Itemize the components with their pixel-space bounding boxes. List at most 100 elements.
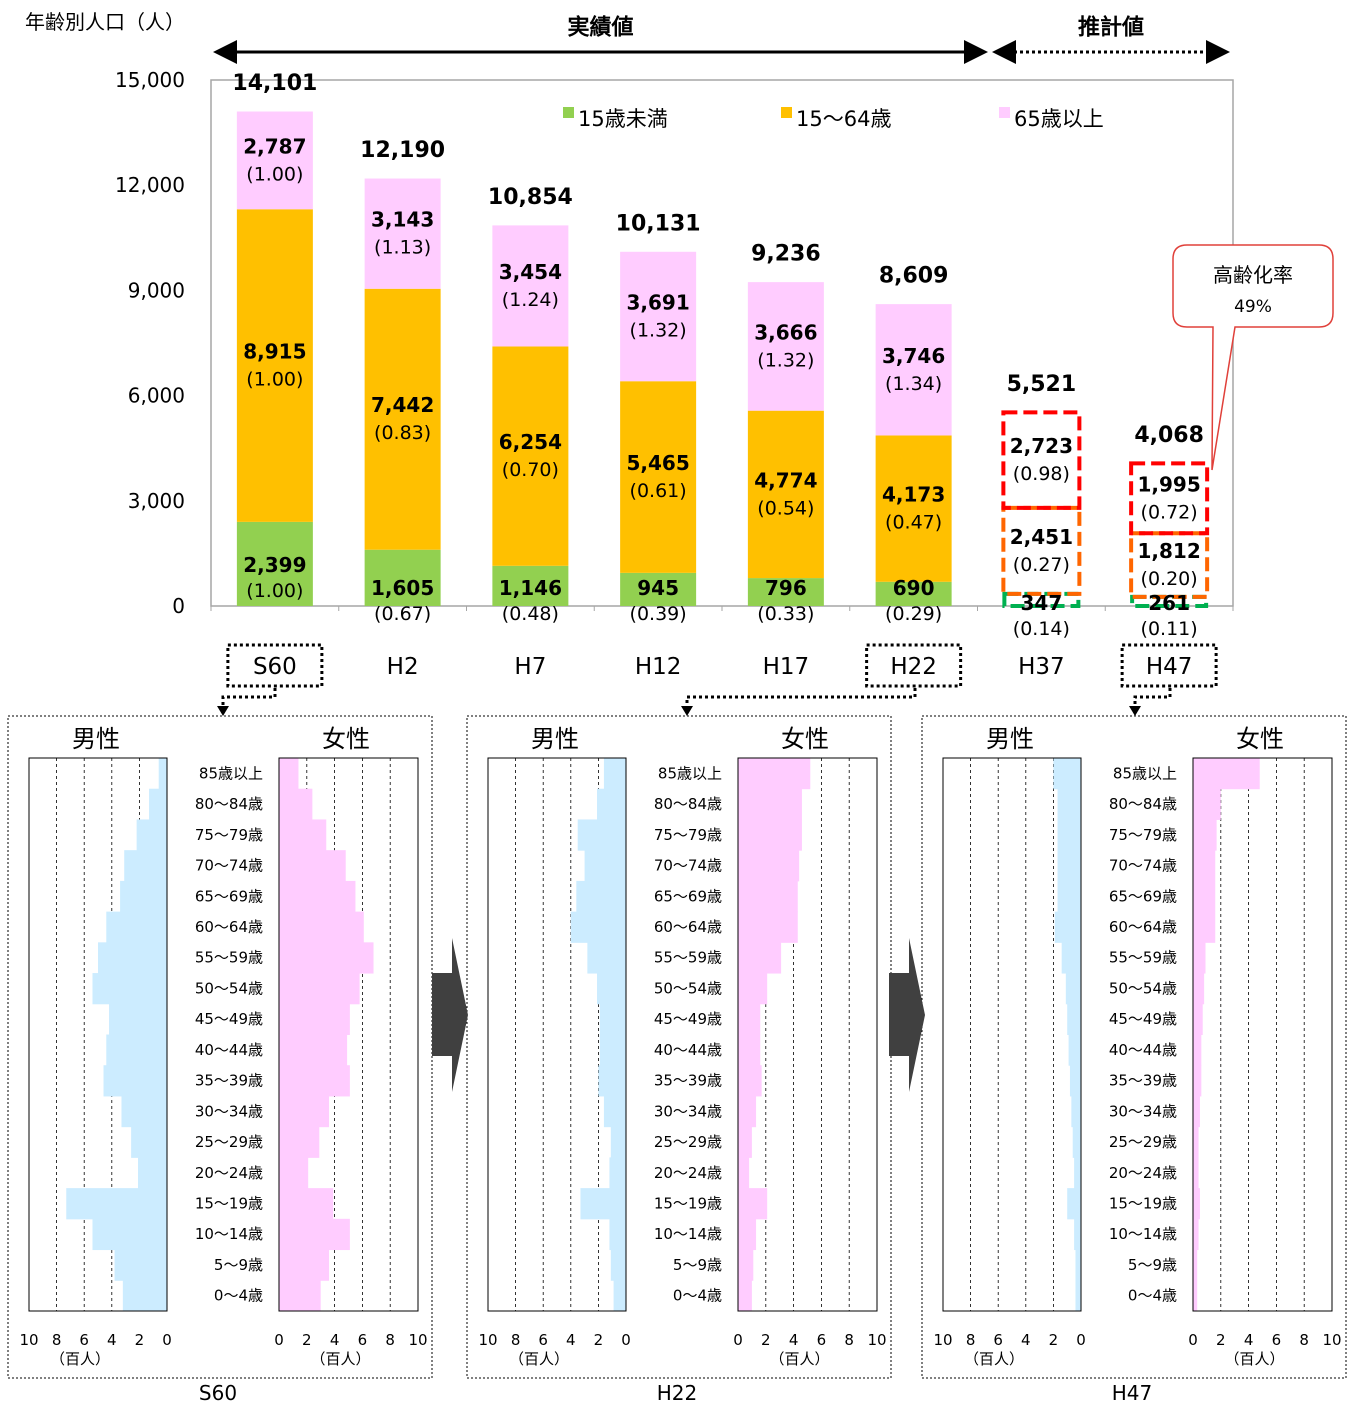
value-label: 2,451 (1010, 525, 1073, 549)
female-bar (279, 788, 313, 820)
actual-period-label: 実績値 (567, 15, 633, 41)
aging-rate-callout (1172, 244, 1334, 471)
male-x-tick: 10 (933, 1331, 952, 1349)
age-group-label: 55～59歳 (654, 949, 722, 967)
pyramid-panel-H22: 85歳以上 80～84歳 75～79歳 70～74歳 65～69歳 60～64歳 55～59… (466, 688, 917, 1405)
bar-H7-series-1 (492, 346, 569, 566)
legend-swatch (781, 107, 792, 118)
male-bar (603, 758, 626, 790)
age-group-label: 0～4歳 (214, 1287, 263, 1305)
male-bar (92, 1218, 167, 1251)
female-x-tick: 8 (1299, 1331, 1309, 1349)
age-group-label: 50～54歳 (1109, 979, 1177, 997)
male-axis-box (28, 757, 168, 1312)
female-x-tick: 6 (358, 1331, 368, 1349)
female-bar (738, 788, 802, 820)
male-bar (1053, 758, 1081, 790)
highlight-box-S60 (226, 643, 324, 688)
male-axis-box (487, 757, 627, 1312)
value-label: 2,723 (1010, 434, 1073, 458)
female-x-tick: 0 (274, 1331, 284, 1349)
value-label: 3,691 (626, 291, 689, 315)
male-bar (603, 1095, 626, 1128)
value-label: 3,746 (882, 344, 945, 368)
female-bar (1193, 1249, 1198, 1281)
callout-title: 高齢化率 (1213, 263, 1293, 287)
female-bar (1193, 1003, 1203, 1035)
male-bar (138, 1157, 167, 1189)
female-bar (1193, 1157, 1199, 1189)
female-unit-label: （百人） (310, 1350, 370, 1368)
male-bar (609, 1218, 626, 1251)
female-bar (279, 1034, 348, 1066)
legend-swatch (563, 107, 574, 118)
age-group-label: 70～74歳 (654, 857, 722, 875)
male-bar (92, 973, 167, 1005)
male-bar (584, 850, 626, 882)
age-group-label: 30～34歳 (1109, 1102, 1177, 1120)
bar-H47-series-0 (1130, 594, 1209, 608)
bar-H2-series-2 (364, 178, 441, 289)
legend-label: 15～64歳 (796, 107, 891, 131)
female-unit-label: （百人） (1224, 1350, 1284, 1368)
value-label: 5,465 (626, 451, 689, 475)
age-group-label: 65～69歳 (195, 887, 263, 905)
x-category-label: H17 (763, 654, 810, 680)
total-label: 8,609 (879, 264, 949, 289)
y-tick-label: 0 (172, 594, 185, 618)
male-bar (1075, 1249, 1081, 1281)
female-bar (1193, 1188, 1200, 1220)
value-label: 796 (765, 576, 807, 600)
estimate-arrow-left (992, 40, 1016, 64)
female-bar (279, 1126, 320, 1158)
male-unit-label: （百人） (50, 1350, 110, 1368)
female-x-tick: 2 (761, 1331, 771, 1349)
female-x-tick: 10 (867, 1331, 886, 1349)
male-bar (121, 1095, 167, 1128)
male-bar (1061, 942, 1081, 974)
value-label: 1,812 (1137, 539, 1200, 563)
ratio-label: (1.32) (630, 320, 687, 342)
male-bar (103, 1065, 167, 1097)
female-bar (738, 911, 798, 943)
ratio-label: (1.24) (502, 289, 559, 311)
age-group-label: 60～64歳 (195, 918, 263, 936)
value-label: 347 (1021, 591, 1063, 615)
age-group-label: 55～59歳 (195, 949, 263, 967)
male-bar (1054, 911, 1081, 943)
male-bar (1074, 1218, 1081, 1251)
bar-H12-series-2 (620, 251, 697, 382)
age-group-label: 50～54歳 (654, 979, 722, 997)
female-bar (1193, 1034, 1202, 1066)
ratio-label: (0.61) (630, 480, 687, 502)
age-group-label: 0～4歳 (673, 1287, 722, 1305)
female-bar (1193, 850, 1216, 882)
male-bar (1067, 1188, 1081, 1220)
male-x-tick: 10 (478, 1331, 497, 1349)
legend-label: 65歳以上 (1014, 107, 1104, 131)
transition-arrow (432, 938, 468, 1092)
bar-H47-series-2 (1129, 461, 1210, 536)
female-x-tick: 4 (789, 1331, 799, 1349)
bar-H2-series-0 (364, 549, 441, 606)
male-bar (570, 911, 626, 943)
female-bar (738, 1034, 761, 1066)
actual-arrow-left (213, 40, 237, 64)
total-label: 4,068 (1134, 423, 1204, 448)
age-group-label: 20～24歳 (1109, 1164, 1177, 1182)
male-bar (109, 1003, 167, 1035)
age-group-label: 0～4歳 (1128, 1287, 1177, 1305)
value-label: 690 (893, 576, 935, 600)
female-bar (738, 758, 811, 790)
female-bar (1193, 1280, 1198, 1312)
age-group-label: 40～44歳 (654, 1041, 722, 1059)
female-bar (738, 1188, 768, 1220)
female-bar (738, 1157, 750, 1189)
age-group-label: 25～29歳 (1109, 1133, 1177, 1151)
age-group-label: 30～34歳 (654, 1102, 722, 1120)
value-label: 2,787 (243, 134, 306, 158)
female-bar (738, 942, 782, 974)
bar-H17-series-2 (747, 282, 824, 411)
female-bar (279, 1280, 321, 1312)
